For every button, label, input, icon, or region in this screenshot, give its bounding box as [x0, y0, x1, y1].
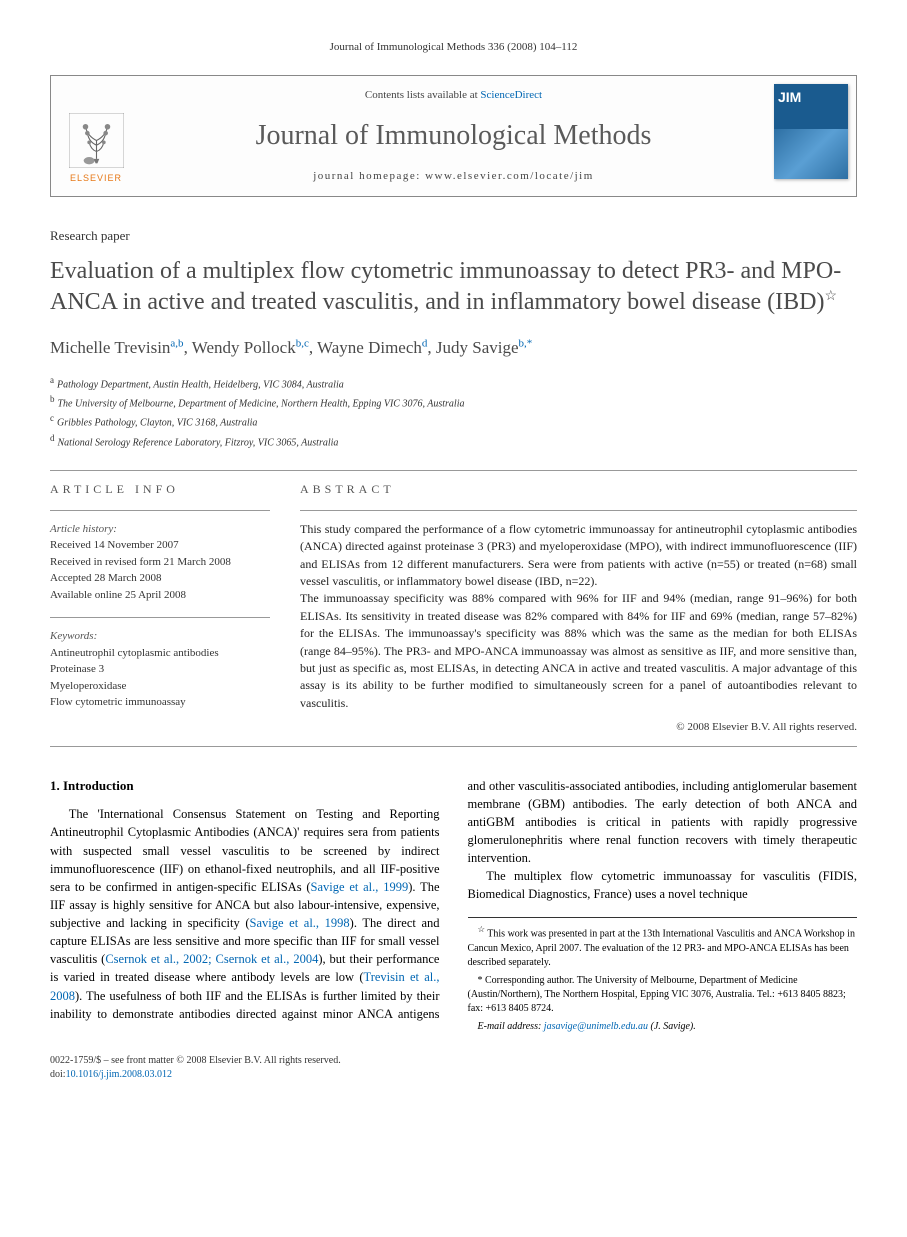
email-who: (J. Savige).: [648, 1021, 696, 1032]
cover-thumb-art: [774, 129, 848, 179]
author-0-aff: a,b: [170, 337, 183, 349]
cover-thumb-block: JIM: [766, 76, 856, 196]
abstract-body: This study compared the performance of a…: [300, 521, 857, 712]
aff-text-b: The University of Melbourne, Department …: [58, 398, 465, 409]
abstract-divider: [300, 510, 857, 511]
aff-text-d: National Serology Reference Laboratory, …: [58, 437, 339, 448]
abstract-p2: The immunoassay specificity was 88% comp…: [300, 590, 857, 712]
article-info: ARTICLE INFO Article history: Received 1…: [50, 481, 270, 735]
journal-cover-thumb: JIM: [774, 84, 848, 179]
contents-available: Contents lists available at ScienceDirec…: [151, 88, 756, 103]
cover-thumb-label: JIM: [778, 88, 801, 108]
contents-prefix: Contents lists available at: [365, 89, 480, 101]
aff-key-d: d: [50, 433, 55, 443]
history-0: Received 14 November 2007: [50, 537, 270, 554]
author-3-aff: b,: [519, 337, 527, 349]
p1b: ).: [408, 880, 420, 894]
author-3: Judy Savige: [436, 338, 519, 357]
author-1-aff: b,c: [296, 337, 309, 349]
keyword-0: Antineutrophil cytoplasmic antibodies: [50, 645, 270, 662]
page: Journal of Immunological Methods 336 (20…: [0, 0, 907, 1122]
journal-homepage: journal homepage: www.elsevier.com/locat…: [151, 169, 756, 184]
keyword-2: Myeloperoxidase: [50, 678, 270, 695]
divider-top: [50, 470, 857, 471]
email-link[interactable]: jasavige@unimelb.edu.au: [544, 1021, 648, 1032]
aff-key-a: a: [50, 375, 54, 385]
info-abstract-row: ARTICLE INFO Article history: Received 1…: [50, 481, 857, 735]
affiliation-a: aPathology Department, Austin Health, He…: [50, 374, 857, 392]
keyword-1: Proteinase 3: [50, 661, 270, 678]
footnote-corr: * Corresponding author. The University o…: [468, 974, 858, 1016]
footnotes: ☆ This work was presented in part at the…: [468, 917, 858, 1033]
abstract-heading: ABSTRACT: [300, 481, 857, 498]
masthead: ELSEVIER Contents lists available at Sci…: [50, 75, 857, 197]
footer-meta: 0022-1759/$ – see front matter © 2008 El…: [50, 1054, 857, 1082]
masthead-center: Contents lists available at ScienceDirec…: [141, 76, 766, 196]
sciencedirect-link[interactable]: ScienceDirect: [480, 89, 542, 101]
article-type: Research paper: [50, 227, 857, 245]
history-1: Received in revised form 21 March 2008: [50, 554, 270, 571]
affiliations: aPathology Department, Austin Health, He…: [50, 374, 857, 450]
aff-key-c: c: [50, 413, 54, 423]
email-label: E-mail address:: [478, 1021, 544, 1032]
author-3-corr: *: [527, 337, 533, 349]
history-2: Accepted 28 March 2008: [50, 570, 270, 587]
author-2-aff: d: [422, 337, 428, 349]
article-title: Evaluation of a multiplex flow cytometri…: [50, 256, 857, 318]
star-icon: ☆: [478, 925, 485, 934]
footer-doi: doi:10.1016/j.jim.2008.03.012: [50, 1068, 857, 1082]
abstract-p1: This study compared the performance of a…: [300, 521, 857, 591]
footnote-star: ☆ This work was presented in part at the…: [468, 924, 858, 969]
history-label: Article history:: [50, 521, 270, 538]
journal-name: Journal of Immunological Methods: [151, 116, 756, 155]
section-1-heading: 1. Introduction: [50, 777, 440, 796]
footer-line1: 0022-1759/$ – see front matter © 2008 El…: [50, 1054, 857, 1068]
ref-csernok[interactable]: Csernok et al., 2002; Csernok et al., 20…: [105, 952, 318, 966]
author-0: Michelle Trevisin: [50, 338, 170, 357]
affiliation-d: dNational Serology Reference Laboratory,…: [50, 432, 857, 450]
publisher-logo-block: ELSEVIER: [51, 76, 141, 196]
doi-label: doi:: [50, 1069, 66, 1080]
aff-text-a: Pathology Department, Austin Health, Hei…: [57, 379, 344, 390]
footnote-star-text: This work was presented in part at the 1…: [468, 929, 855, 968]
affiliation-c: cGribbles Pathology, Clayton, VIC 3168, …: [50, 412, 857, 430]
footnote-email: E-mail address: jasavige@unimelb.edu.au …: [468, 1020, 858, 1034]
asterisk-icon: *: [478, 975, 483, 986]
history-3: Available online 25 April 2008: [50, 587, 270, 604]
publisher-name: ELSEVIER: [70, 172, 122, 185]
info-divider-1: [50, 510, 270, 511]
aff-key-b: b: [50, 394, 55, 404]
title-text: Evaluation of a multiplex flow cytometri…: [50, 258, 841, 315]
aff-text-c: Gribbles Pathology, Clayton, VIC 3168, A…: [57, 418, 257, 429]
body-p3: The multiplex flow cytometric immunoassa…: [468, 867, 858, 903]
keyword-3: Flow cytometric immunoassay: [50, 694, 270, 711]
ref-savige-1999[interactable]: Savige et al., 1999: [311, 880, 409, 894]
elsevier-tree-icon: [69, 113, 124, 168]
affiliation-b: bThe University of Melbourne, Department…: [50, 393, 857, 411]
doi-link[interactable]: 10.1016/j.jim.2008.03.012: [66, 1069, 172, 1080]
author-2: Wayne Dimech: [317, 338, 422, 357]
info-divider-2: [50, 617, 270, 618]
divider-bottom: [50, 746, 857, 747]
abstract: ABSTRACT This study compared the perform…: [300, 481, 857, 735]
author-1: Wendy Pollock: [192, 338, 296, 357]
article-history-block: Article history: Received 14 November 20…: [50, 521, 270, 604]
ref-savige-1998[interactable]: Savige et al., 1998: [250, 916, 350, 930]
keywords-block: Keywords: Antineutrophil cytoplasmic ant…: [50, 628, 270, 711]
body-columns: 1. Introduction The 'International Conse…: [50, 777, 857, 1034]
title-star: ☆: [824, 289, 837, 304]
authors: Michelle Trevisina,b, Wendy Pollockb,c, …: [50, 336, 857, 360]
keywords-label: Keywords:: [50, 628, 270, 645]
elsevier-logo: ELSEVIER: [61, 108, 131, 188]
info-heading: ARTICLE INFO: [50, 481, 270, 498]
running-head: Journal of Immunological Methods 336 (20…: [50, 40, 857, 55]
footnote-corr-text: Corresponding author. The University of …: [468, 975, 846, 1014]
abstract-copyright: © 2008 Elsevier B.V. All rights reserved…: [300, 720, 857, 735]
